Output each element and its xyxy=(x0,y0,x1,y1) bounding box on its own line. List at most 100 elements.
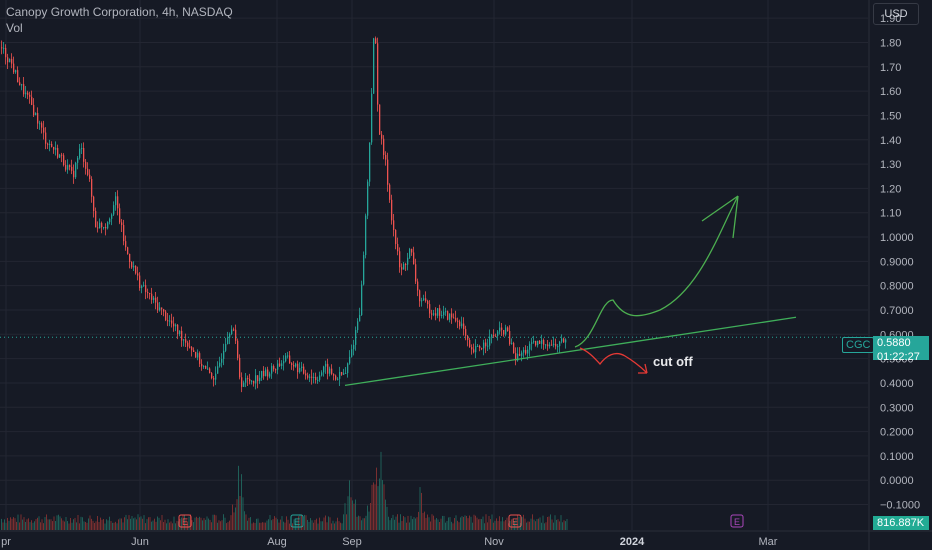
volume-bar xyxy=(293,519,295,530)
candle-body xyxy=(197,353,199,358)
candle-body xyxy=(477,345,479,347)
volume-bar xyxy=(256,518,257,530)
volume-bar xyxy=(200,517,202,530)
candle-body xyxy=(349,356,351,364)
volume-bar xyxy=(346,514,347,530)
volume-bar xyxy=(34,521,35,530)
volume-bar xyxy=(349,480,350,530)
candle-body xyxy=(59,154,61,158)
volume-bar xyxy=(563,520,565,530)
volume-bar xyxy=(323,517,325,530)
volume-bar xyxy=(199,516,200,530)
candle-body xyxy=(193,350,195,352)
candle-body xyxy=(287,355,289,357)
volume-bar xyxy=(221,520,223,530)
volume-bar xyxy=(424,511,425,530)
volume-bar xyxy=(205,519,206,530)
candle-body xyxy=(211,373,213,379)
candle-body xyxy=(503,329,505,335)
volume-bar xyxy=(296,519,298,530)
volume-bar xyxy=(77,514,79,530)
volume-bar xyxy=(383,484,385,530)
currency-button[interactable]: USD xyxy=(873,3,919,25)
volume-bar xyxy=(509,520,511,530)
candle-body xyxy=(153,297,155,300)
last-price-value: 0.5880 xyxy=(877,337,911,349)
volume-bar xyxy=(196,516,197,530)
volume-bar xyxy=(37,517,38,530)
volume-bar xyxy=(326,522,328,530)
volume-bar xyxy=(146,519,148,530)
volume-bar xyxy=(187,521,188,530)
volume-bar xyxy=(469,515,470,530)
candle-body xyxy=(245,378,247,383)
volume-bar xyxy=(554,515,556,530)
candle-body xyxy=(463,323,465,330)
volume-bar xyxy=(350,497,352,530)
candle-body xyxy=(395,229,397,244)
volume-bar xyxy=(436,518,437,530)
volume-bar xyxy=(481,519,482,530)
candle-body xyxy=(151,293,153,300)
candle-body xyxy=(251,380,253,382)
candle-body xyxy=(191,347,193,351)
volume-bar xyxy=(437,519,439,530)
candle-body xyxy=(93,196,95,211)
candle-body xyxy=(453,317,455,319)
volume-bar xyxy=(428,517,430,530)
volume-bar xyxy=(305,515,307,530)
candle-body xyxy=(391,199,393,221)
candle-body xyxy=(387,159,389,185)
candle-body xyxy=(209,368,211,374)
y-tick-label: 1.90 xyxy=(880,13,901,25)
candle-body xyxy=(29,94,31,97)
candle-body xyxy=(137,273,139,276)
volume-bar xyxy=(460,517,461,530)
candle-body xyxy=(327,363,329,374)
volume-bar xyxy=(433,515,434,530)
candle-body xyxy=(493,334,495,336)
candle-body xyxy=(127,247,129,254)
volume-bar xyxy=(29,522,31,530)
volume-bar xyxy=(239,495,241,530)
candle-body xyxy=(449,313,451,320)
candle-body xyxy=(171,320,173,324)
volume-bar xyxy=(314,519,316,530)
candle-body xyxy=(511,343,513,345)
candle-body xyxy=(161,307,163,310)
candle-body xyxy=(411,248,413,253)
candle-body xyxy=(43,127,45,133)
volume-bar xyxy=(446,520,448,530)
candle-body xyxy=(51,143,53,147)
candle-body xyxy=(437,308,439,316)
volume-bar xyxy=(259,522,260,530)
volume-bar xyxy=(274,516,275,530)
volume-bar xyxy=(65,517,67,530)
volume-bar xyxy=(398,522,400,530)
volume-bar xyxy=(557,519,559,530)
volume-bar xyxy=(55,521,56,530)
volume-bar xyxy=(286,516,287,530)
volume-bar xyxy=(157,516,158,530)
candle-body xyxy=(313,376,315,378)
volume-bar xyxy=(371,484,373,530)
volume-bar xyxy=(52,521,53,530)
volume-bar xyxy=(413,517,415,530)
candle-body xyxy=(529,343,531,350)
candle-body xyxy=(347,363,349,373)
volume-bar xyxy=(332,520,334,530)
candle-body xyxy=(185,339,187,343)
candle-body xyxy=(37,112,39,124)
candle-body xyxy=(101,222,103,228)
candle-body xyxy=(295,363,297,367)
volume-bar xyxy=(439,521,440,530)
candle-body xyxy=(149,293,151,295)
candle-body xyxy=(247,378,249,380)
volume-bar xyxy=(14,518,16,530)
volume-bar xyxy=(287,519,289,530)
volume-bar xyxy=(328,516,329,530)
earnings-marker xyxy=(178,514,192,528)
volume-bar xyxy=(62,520,64,530)
